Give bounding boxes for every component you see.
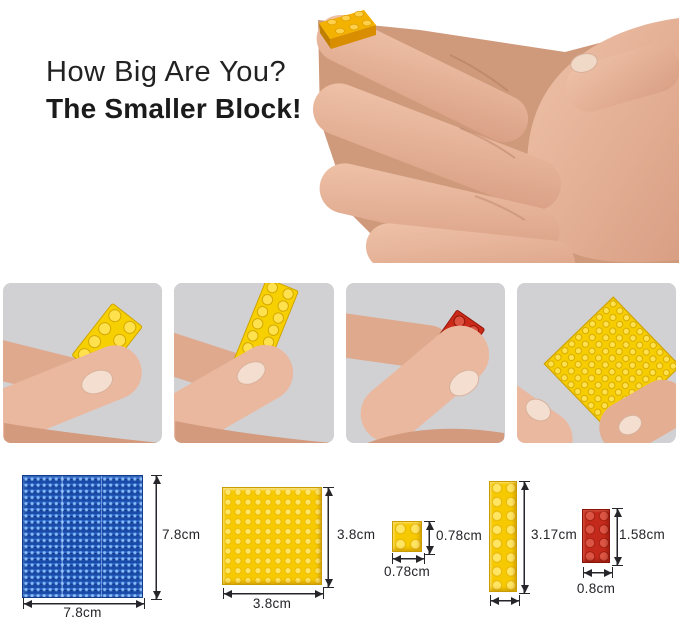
yellow-plate-height-arrow: [323, 487, 334, 588]
yellow-2x2-width-label: 0.78cm: [383, 564, 431, 579]
photo-1-illustration: [3, 283, 162, 443]
yellow-2x2-width-arrow: [392, 553, 425, 564]
thumb: [360, 325, 489, 443]
thumbnail: [525, 398, 551, 422]
tiny-yellow-block: [319, 10, 376, 49]
pinky-finger: [365, 223, 576, 263]
red-2x4-width-arrow: [583, 567, 613, 578]
photo-yellow-2x8-strip: [174, 283, 334, 443]
yellow-2x8-diagram: [489, 481, 517, 592]
yellow-2x2-height-arrow: [424, 521, 435, 555]
yellow-plate-width-label: 3.8cm: [252, 596, 292, 611]
photo-red-2x4-brick: [345, 283, 505, 443]
headline-line1: How Big Are You?: [46, 56, 287, 88]
index-finger: [316, 14, 529, 143]
yellow-2x8-width-arrow: [490, 595, 520, 606]
thumbnail: [81, 369, 114, 395]
blue-baseplate-diagram: [22, 475, 143, 598]
thumb: [516, 374, 573, 443]
thumbnail: [448, 369, 479, 397]
hand-with-tiny-block-photo: [313, 10, 679, 263]
blue-baseplate-width-label: 7.8cm: [63, 605, 102, 620]
red-2x4-height-label: 1.58cm: [619, 527, 666, 542]
photo-yellow-2x4-brick: [3, 283, 163, 443]
blue-baseplate-width-arrow: [23, 598, 145, 609]
headline: How Big Are You? The Smaller Block!: [46, 56, 302, 126]
fingernail: [617, 414, 642, 436]
yellow-2x2-diagram: [392, 521, 422, 552]
finger: [598, 379, 676, 443]
photo-2-illustration: [174, 283, 333, 443]
blue-baseplate-height-label: 7.8cm: [162, 527, 201, 542]
yellow-2x8-height-label: 3.17cm: [531, 527, 578, 542]
red-2x4-width-label: 0.8cm: [576, 581, 616, 596]
ring-finger: [319, 163, 560, 258]
yellow-plate-height-label: 3.8cm: [337, 527, 376, 542]
photo-row: [3, 283, 676, 443]
photo-4-illustration: [516, 283, 676, 443]
yellow-2x2-height-label: 0.78cm: [436, 528, 483, 543]
photo-yellow-10x10-plate: [516, 283, 676, 443]
finger: [345, 308, 451, 370]
thumbnail: [236, 361, 266, 385]
red-2x4-height-arrow: [612, 508, 623, 566]
yellow-plate-width-arrow: [223, 588, 324, 599]
blue-baseplate-height-arrow: [151, 475, 162, 600]
photo-3-illustration: [345, 283, 504, 443]
headline-line2: The Smaller Block!: [46, 93, 302, 124]
yellow-2x8-height-arrow: [519, 481, 530, 594]
red-2x4-diagram: [582, 509, 610, 563]
fingernail: [570, 53, 598, 73]
yellow-plate-diagram: [222, 487, 322, 585]
middle-finger: [313, 83, 562, 211]
